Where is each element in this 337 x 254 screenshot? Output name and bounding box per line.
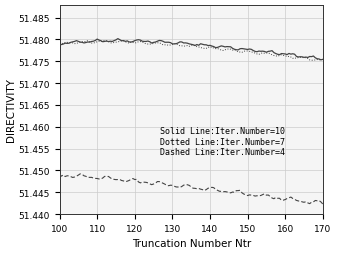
Y-axis label: DIRECTIVITY: DIRECTIVITY xyxy=(5,78,16,142)
X-axis label: Truncation Number Ntr: Truncation Number Ntr xyxy=(131,239,251,248)
Text: Solid Line:Iter.Number=10
Dotted Line:Iter.Number=7
Dashed Line:Iter.Number=4: Solid Line:Iter.Number=10 Dotted Line:It… xyxy=(160,127,284,156)
